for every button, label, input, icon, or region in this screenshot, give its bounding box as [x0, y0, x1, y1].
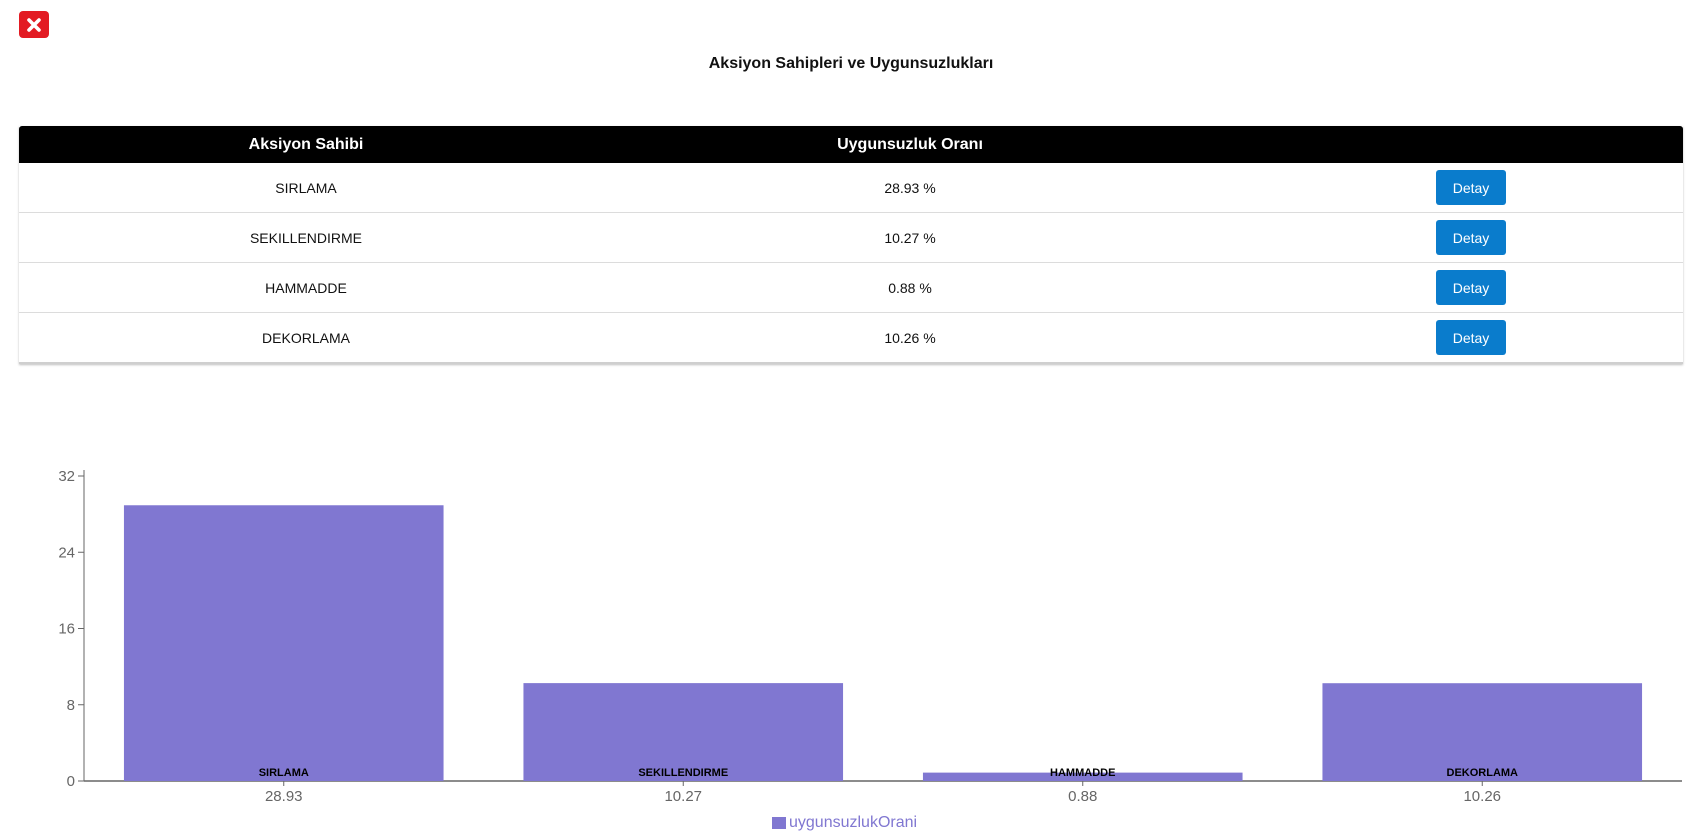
rate-cell: 28.93 %: [884, 179, 936, 196]
close-button[interactable]: [19, 11, 49, 38]
column-header-rate: Uygunsuzluk Oranı: [837, 135, 983, 153]
close-icon: [27, 17, 41, 32]
y-tick-label: 16: [58, 621, 75, 638]
x-tick-label: 28.93: [265, 788, 303, 805]
bar: [922, 772, 1243, 781]
bar: [123, 505, 444, 781]
chart-legend: uygunsuzlukOrani: [772, 814, 917, 832]
action-owner-table: Aksiyon Sahibi Uygunsuzluk Oranı SIRLAMA…: [19, 126, 1683, 364]
bar: [1322, 683, 1643, 781]
bar: [523, 683, 844, 781]
owner-cell: SEKILLENDIRME: [249, 229, 363, 246]
owner-cell: SIRLAMA: [275, 179, 337, 196]
rate-cell: 10.27 %: [884, 229, 936, 246]
table-header: Aksiyon Sahibi Uygunsuzluk Oranı: [19, 126, 1683, 163]
detail-button[interactable]: Detay: [1436, 320, 1506, 355]
y-tick-label: 24: [58, 544, 75, 561]
legend-swatch: [772, 817, 786, 829]
x-tick-label: 10.27: [664, 788, 702, 805]
detail-button[interactable]: Detay: [1436, 220, 1506, 255]
x-tick-label: 10.26: [1463, 788, 1501, 805]
owner-cell: HAMMADDE: [265, 279, 347, 296]
y-tick-label: 8: [67, 697, 75, 714]
table-row: SEKILLENDIRME 10.27 % Detay: [19, 213, 1683, 263]
x-tick-label: 0.88: [1068, 788, 1097, 805]
y-tick-label: 0: [67, 773, 75, 790]
page-title: Aksiyon Sahipleri ve Uygunsuzlukları: [708, 55, 994, 72]
table-row: DEKORLAMA 10.26 % Detay: [19, 313, 1683, 364]
column-header-owner: Aksiyon Sahibi: [248, 135, 364, 153]
detail-button[interactable]: Detay: [1436, 270, 1506, 305]
table-row: SIRLAMA 28.93 % Detay: [19, 163, 1683, 213]
owner-cell: DEKORLAMA: [262, 329, 350, 346]
rate-cell: 0.88 %: [888, 279, 932, 296]
table-row: HAMMADDE 0.88 % Detay: [19, 263, 1683, 313]
bar-label: HAMMADDE: [1050, 767, 1115, 779]
rate-cell: 10.26 %: [884, 329, 936, 346]
detail-button[interactable]: Detay: [1436, 170, 1506, 205]
bar-label: SIRLAMA: [259, 767, 309, 779]
y-tick-label: 32: [58, 468, 75, 485]
legend-label: uygunsuzlukOrani: [789, 814, 918, 831]
bar-label: DEKORLAMA: [1447, 767, 1519, 779]
bar-label: SEKILLENDIRME: [638, 767, 728, 779]
